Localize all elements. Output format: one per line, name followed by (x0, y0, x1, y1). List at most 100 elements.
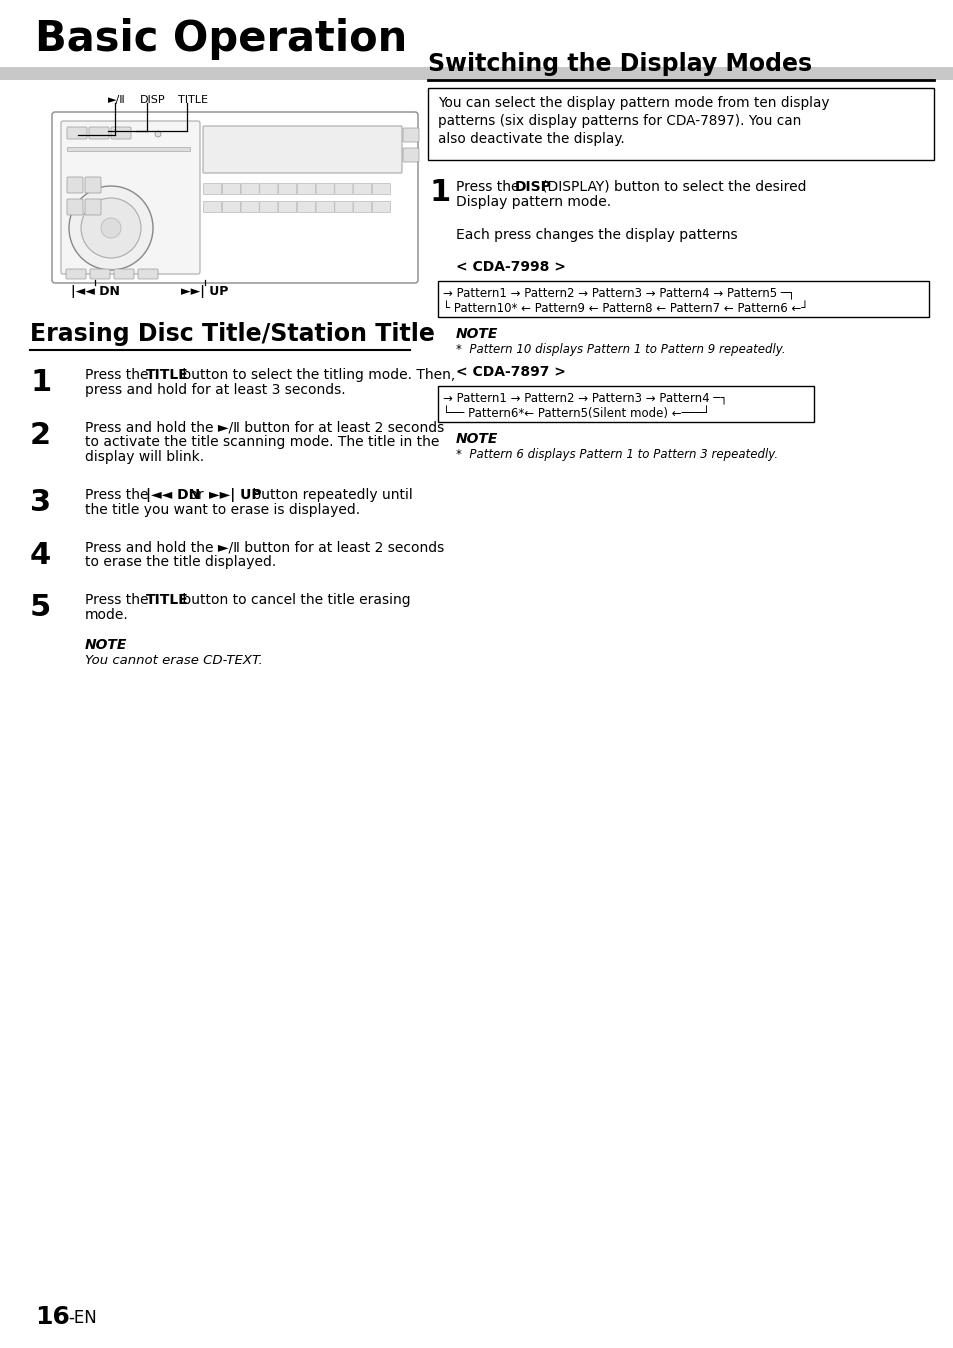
FancyBboxPatch shape (67, 200, 83, 214)
Text: ►►| UP: ►►| UP (209, 488, 262, 501)
FancyBboxPatch shape (113, 270, 133, 279)
FancyBboxPatch shape (203, 125, 401, 173)
Text: └ Pattern10* ← Pattern9 ← Pattern8 ← Pattern7 ← Pattern6 ←┘: └ Pattern10* ← Pattern9 ← Pattern8 ← Pat… (442, 302, 807, 315)
Text: Each press changes the display patterns: Each press changes the display patterns (456, 228, 737, 241)
Text: button repeatedly until: button repeatedly until (248, 488, 413, 501)
Text: to activate the title scanning mode. The title in the: to activate the title scanning mode. The… (85, 435, 439, 449)
FancyBboxPatch shape (315, 201, 334, 213)
Text: 5: 5 (30, 593, 51, 623)
Text: patterns (six display patterns for CDA-7897). You can: patterns (six display patterns for CDA-7… (437, 115, 801, 128)
Text: also deactivate the display.: also deactivate the display. (437, 132, 624, 146)
FancyBboxPatch shape (111, 127, 131, 139)
Text: Press and hold the ►/Ⅱ button for at least 2 seconds: Press and hold the ►/Ⅱ button for at lea… (85, 541, 444, 554)
FancyBboxPatch shape (67, 127, 87, 139)
Text: button to cancel the title erasing: button to cancel the title erasing (178, 593, 411, 607)
Bar (0, 67, 953, 80)
FancyBboxPatch shape (259, 201, 277, 213)
FancyBboxPatch shape (203, 201, 221, 213)
FancyBboxPatch shape (297, 183, 315, 194)
Bar (437, 282, 928, 317)
FancyBboxPatch shape (335, 183, 353, 194)
Text: Press the: Press the (85, 368, 152, 381)
Text: Press the: Press the (85, 593, 152, 607)
Text: |◄◄ DN: |◄◄ DN (71, 284, 119, 298)
Text: 2: 2 (30, 421, 51, 450)
Text: Switching the Display Modes: Switching the Display Modes (428, 53, 811, 75)
Text: < CDA-7897 >: < CDA-7897 > (456, 365, 565, 379)
Text: DISP: DISP (140, 94, 166, 105)
FancyBboxPatch shape (241, 201, 259, 213)
Text: (DISPLAY) button to select the desired: (DISPLAY) button to select the desired (541, 181, 805, 194)
FancyBboxPatch shape (67, 177, 83, 193)
FancyBboxPatch shape (85, 177, 101, 193)
Text: ►►| UP: ►►| UP (181, 284, 229, 298)
Text: 1: 1 (430, 178, 451, 208)
Text: 1: 1 (30, 368, 51, 398)
Text: Display pattern mode.: Display pattern mode. (456, 195, 611, 209)
Text: TITLE: TITLE (146, 593, 189, 607)
Text: < CDA-7998 >: < CDA-7998 > (456, 260, 565, 275)
FancyBboxPatch shape (222, 201, 240, 213)
Text: → Pattern1 → Pattern2 → Pattern3 → Pattern4 ─┐: → Pattern1 → Pattern2 → Pattern3 → Patte… (442, 391, 727, 404)
Text: display will blink.: display will blink. (85, 450, 204, 464)
Text: *  Pattern 6 displays Pattern 1 to Pattern 3 repeatedly.: * Pattern 6 displays Pattern 1 to Patter… (456, 448, 778, 461)
Text: button to select the titling mode. Then,: button to select the titling mode. Then, (178, 368, 456, 381)
FancyBboxPatch shape (241, 183, 259, 194)
Text: -EN: -EN (68, 1309, 96, 1326)
Circle shape (101, 218, 121, 239)
FancyBboxPatch shape (354, 183, 372, 194)
Text: Basic Operation: Basic Operation (35, 18, 407, 61)
FancyBboxPatch shape (372, 201, 390, 213)
Circle shape (69, 186, 152, 270)
FancyBboxPatch shape (354, 201, 372, 213)
Text: TITLE: TITLE (146, 368, 189, 381)
Text: NOTE: NOTE (456, 328, 497, 341)
Text: to erase the title displayed.: to erase the title displayed. (85, 555, 276, 569)
Text: Press the: Press the (456, 181, 523, 194)
Text: └── Pattern6*← Pattern5(Silent mode) ←───┘: └── Pattern6*← Pattern5(Silent mode) ←──… (442, 407, 709, 421)
FancyBboxPatch shape (315, 183, 334, 194)
FancyBboxPatch shape (89, 127, 109, 139)
Text: ►/Ⅱ: ►/Ⅱ (108, 94, 126, 105)
FancyBboxPatch shape (402, 148, 418, 162)
Bar (67, 147, 190, 151)
Text: NOTE: NOTE (456, 431, 497, 446)
FancyBboxPatch shape (52, 112, 417, 283)
FancyBboxPatch shape (222, 183, 240, 194)
FancyBboxPatch shape (203, 183, 221, 194)
Text: Erasing Disc Title/Station Title: Erasing Disc Title/Station Title (30, 322, 435, 346)
Bar (437, 386, 813, 422)
Text: Press the: Press the (85, 488, 152, 501)
Bar (428, 88, 933, 160)
FancyBboxPatch shape (259, 183, 277, 194)
FancyBboxPatch shape (372, 183, 390, 194)
FancyBboxPatch shape (90, 270, 110, 279)
Text: You can select the display pattern mode from ten display: You can select the display pattern mode … (437, 96, 828, 111)
Text: |◄◄ DN: |◄◄ DN (146, 488, 200, 501)
Text: Press and hold the ►/Ⅱ button for at least 2 seconds: Press and hold the ►/Ⅱ button for at lea… (85, 421, 444, 434)
Text: 16: 16 (35, 1305, 70, 1329)
Text: press and hold for at least 3 seconds.: press and hold for at least 3 seconds. (85, 383, 345, 396)
FancyBboxPatch shape (61, 121, 200, 274)
FancyBboxPatch shape (66, 270, 86, 279)
FancyBboxPatch shape (297, 201, 315, 213)
Text: *  Pattern 10 displays Pattern 1 to Pattern 9 repeatedly.: * Pattern 10 displays Pattern 1 to Patte… (456, 344, 785, 356)
Circle shape (81, 198, 141, 257)
Text: mode.: mode. (85, 608, 129, 621)
FancyBboxPatch shape (85, 200, 101, 214)
FancyBboxPatch shape (278, 183, 296, 194)
Text: the title you want to erase is displayed.: the title you want to erase is displayed… (85, 503, 359, 516)
Text: NOTE: NOTE (85, 638, 128, 652)
Circle shape (154, 131, 161, 137)
Text: 4: 4 (30, 541, 51, 570)
FancyBboxPatch shape (138, 270, 158, 279)
Text: 3: 3 (30, 488, 51, 518)
Text: → Pattern1 → Pattern2 → Pattern3 → Pattern4 → Pattern5 ─┐: → Pattern1 → Pattern2 → Pattern3 → Patte… (442, 286, 794, 299)
Text: You cannot erase CD-TEXT.: You cannot erase CD-TEXT. (85, 654, 262, 667)
FancyBboxPatch shape (335, 201, 353, 213)
FancyBboxPatch shape (402, 128, 418, 142)
FancyBboxPatch shape (278, 201, 296, 213)
Text: or: or (185, 488, 208, 501)
Text: DISP: DISP (515, 181, 551, 194)
Text: TITLE: TITLE (178, 94, 208, 105)
